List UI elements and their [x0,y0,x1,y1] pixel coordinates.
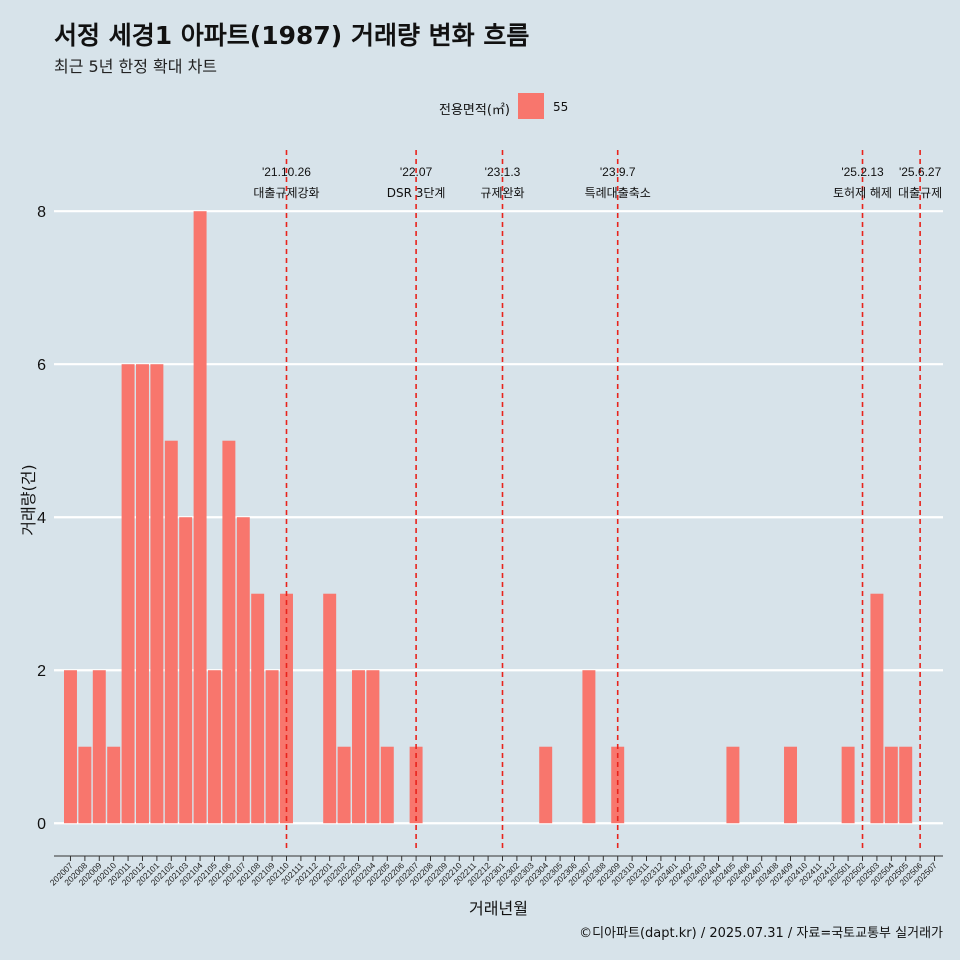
bar [150,364,164,824]
bar [236,517,250,824]
bar [352,670,365,824]
event-date-label: '23.1.3 [485,165,521,179]
event-date-label: '21.10.26 [262,165,311,179]
y-tick-label: 2 [37,663,46,680]
bar [841,746,855,824]
bar [380,746,394,824]
y-axis-title: 거래량(건) [19,464,38,535]
bar [884,746,898,824]
bar [164,440,178,824]
chart-title: 서정 세경1 아파트(1987) 거래량 변화 흐름 [54,21,530,50]
event-date-label: '23.9.7 [600,165,636,179]
bar [136,364,149,824]
y-tick-label: 4 [37,510,46,527]
legend: 전용면적(㎡) 55 [0,93,960,121]
event-date-label: '22.07 [400,165,433,179]
event-name-label: 특례대출축소 [585,186,651,200]
x-axis-title: 거래년월 [469,899,528,918]
bar [899,746,913,824]
bar [366,670,380,824]
bar [64,670,77,824]
bar [78,746,92,824]
bar [323,593,337,824]
bar [179,517,193,824]
source-caption: ©디아파트(dapt.kr) / 2025.07.31 / 자료=국토교통부 실… [579,926,943,941]
legend-title: 전용면적(㎡) [439,103,510,118]
y-tick-label: 8 [37,204,46,221]
bar [193,211,207,824]
bar [265,670,279,824]
bar [337,746,351,824]
bar [784,746,797,824]
bar [582,670,596,824]
event-date-label: '25.2.13 [841,165,884,179]
bar [222,440,236,824]
legend-label: 55 [553,100,569,114]
y-tick-label: 0 [37,816,46,833]
bar [208,670,221,824]
event-name-label: 토허제 해제 [833,186,892,200]
event-date-label: '25.6.27 [899,165,942,179]
bar [121,364,135,824]
event-name-label: 규제완화 [480,186,524,200]
event-name-label: 대출규제 [898,186,942,200]
y-tick-label: 6 [37,357,46,374]
chart-subtitle: 최근 5년 한정 확대 차트 [54,57,218,76]
bar [251,593,265,824]
bar [726,746,740,824]
bar [539,746,553,824]
bar [92,670,106,824]
event-name-label: 대출규제강화 [253,186,319,200]
bar [870,593,884,824]
bar [107,746,121,824]
legend-key-swatch [518,93,544,119]
event-name-label: DSR 3단계 [387,186,446,200]
